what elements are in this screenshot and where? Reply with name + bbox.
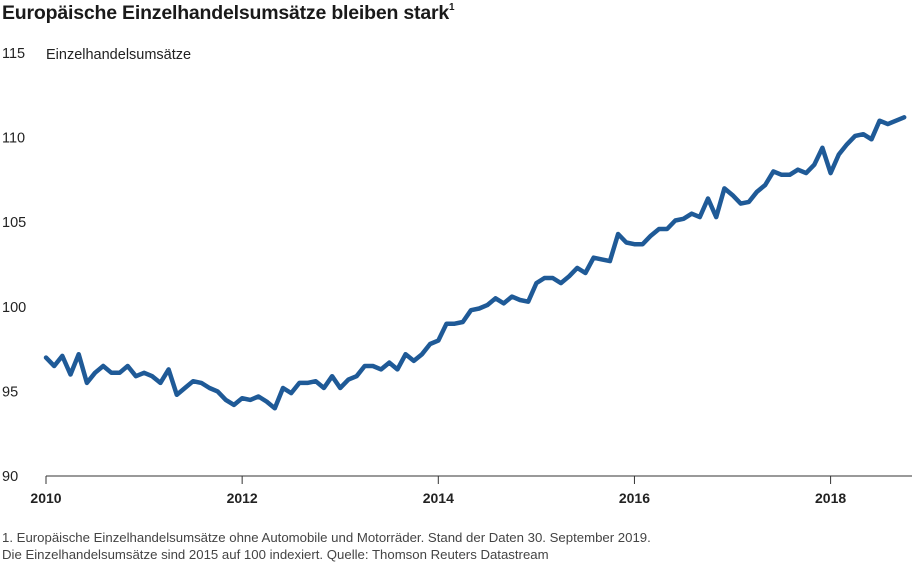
y-tick-label-100: 100 <box>2 300 26 316</box>
series-line-0 <box>43 115 907 411</box>
series-label: Einzelhandelsumsätze <box>46 47 191 63</box>
x-tick-label-2016: 2016 <box>619 490 650 506</box>
y-tick-label-105: 105 <box>2 215 26 231</box>
footnotes: 1. Europäische Einzelhandelsumsätze ohne… <box>2 530 651 563</box>
title-footnote-marker: 1 <box>449 1 455 13</box>
y-tick-label-90: 90 <box>2 469 18 485</box>
x-tick-label-2012: 2012 <box>227 490 258 506</box>
x-axis: 2010 2012 2014 2016 2018 <box>30 475 912 506</box>
line-chart: 90 95 100 105 110 115 2010 2012 2014 2016 2018 Ei… <box>2 46 912 506</box>
y-tick-label-95: 95 <box>2 384 18 400</box>
footnote-line-1: 1. Europäische Einzelhandelsumsätze ohne… <box>2 530 651 545</box>
chart-title: Europäische Einzelhandelsumsätze bleiben… <box>2 1 455 25</box>
y-tick-label-110: 110 <box>2 131 25 147</box>
plot-area <box>43 115 907 411</box>
x-tick-label-2014: 2014 <box>423 490 454 506</box>
y-axis: 90 95 100 105 110 115 <box>2 46 26 485</box>
chart-title-text: Europäische Einzelhandelsumsätze bleiben… <box>2 2 450 24</box>
x-tick-label-2018: 2018 <box>815 490 846 506</box>
footnote-line-2: Die Einzelhandelsumsätze sind 2015 auf 1… <box>2 546 549 562</box>
y-tick-label-115: 115 <box>2 46 25 62</box>
x-tick-label-2010: 2010 <box>30 490 61 506</box>
